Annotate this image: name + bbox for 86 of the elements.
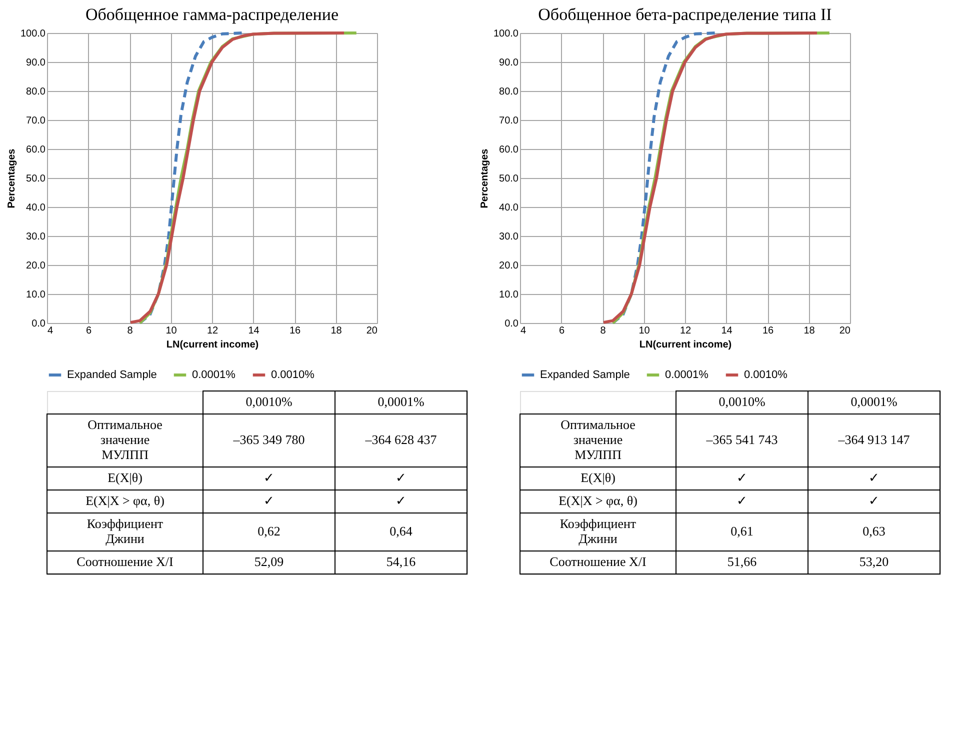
text: Оптимальное значение МУЛПП	[88, 417, 163, 462]
y-tick-label: 10.0	[26, 290, 46, 300]
x-tick-label: 18	[804, 326, 816, 336]
text: –364 913 147	[837, 432, 910, 447]
chart-title: Обобщенное гамма-распределение	[85, 5, 339, 24]
y-tick-label: 40.0	[26, 202, 46, 214]
text: 52,09	[254, 554, 284, 569]
text: Коэффициент Джини	[560, 516, 636, 546]
x-tick-label: 4	[520, 326, 526, 336]
y-axis-title: Percentages	[479, 148, 490, 208]
text: Коэффициент Джини	[86, 516, 164, 546]
text: 54,16	[386, 554, 416, 569]
text: ✓	[264, 470, 274, 485]
x-axis-title: LN(current income)	[639, 340, 732, 350]
y-tick-label: 90.0	[499, 58, 519, 68]
text: 0,0001%	[378, 394, 424, 409]
x-tick-label: 14	[248, 326, 260, 336]
text: ✓	[868, 470, 880, 485]
y-tick-label: 80.0	[26, 86, 46, 98]
text: 0,61	[730, 524, 754, 538]
y-tick-label: 80.0	[499, 86, 519, 98]
text: ✓	[396, 470, 406, 485]
legend-label: 0.0010%	[744, 369, 788, 381]
y-tick-label: 30.0	[26, 232, 46, 242]
x-tick-label: 10	[638, 326, 650, 336]
x-axis-title: LN(current income)	[166, 340, 259, 350]
text: ✓	[868, 493, 880, 508]
x-tick-label: 14	[721, 326, 733, 336]
y-tick-label: 20.0	[499, 260, 519, 272]
x-tick-label: 20	[839, 326, 851, 336]
text: –365 349 780	[232, 432, 305, 447]
x-tick-label: 10	[166, 326, 178, 336]
x-tick-label: 20	[366, 326, 378, 336]
x-tick-label: 6	[558, 326, 565, 336]
text: –364 628 437	[364, 432, 438, 447]
text: ✓	[396, 493, 406, 508]
y-axis-title: Percentages	[6, 148, 18, 208]
y-tick-label: 60.0	[26, 144, 46, 156]
y-tick-label: 20.0	[26, 260, 46, 272]
text: 53,20	[859, 554, 889, 569]
legend-label: 0.0010%	[271, 369, 315, 381]
y-tick-label: 30.0	[499, 232, 519, 242]
text: E(X|θ)	[108, 470, 142, 485]
text: E(X|X > φα, θ)	[86, 493, 164, 508]
x-tick-label: 8	[600, 326, 606, 336]
legend-label: 0.0001%	[665, 369, 709, 381]
y-tick-label: 60.0	[499, 144, 519, 156]
text: 0,63	[862, 524, 886, 538]
text: 0,0010%	[246, 394, 292, 409]
x-tick-label: 4	[48, 326, 54, 336]
text: E(X|X > φα, θ)	[558, 493, 638, 508]
text: ✓	[736, 470, 748, 485]
text: Соотношение X/I	[76, 554, 174, 569]
text: 0,64	[390, 524, 413, 538]
text: E(X|θ)	[580, 470, 616, 485]
y-tick-label: 10.0	[499, 290, 519, 300]
y-tick-label: 70.0	[499, 116, 519, 126]
y-tick-label: 90.0	[26, 58, 46, 68]
text: 0,0010%	[718, 394, 766, 409]
x-tick-label: 6	[86, 326, 92, 336]
y-tick-label: 0.0	[504, 318, 519, 330]
y-tick-label: 50.0	[26, 174, 46, 184]
x-tick-label: 16	[289, 326, 301, 336]
x-tick-label: 18	[330, 326, 342, 336]
y-tick-label: 100.0	[493, 28, 519, 40]
text: ✓	[736, 493, 748, 508]
text: Соотношение X/I	[550, 554, 646, 569]
legend-label: Expanded Sample	[540, 369, 630, 381]
legend-label: Expanded Sample	[67, 369, 157, 381]
text: 0,0001%	[850, 394, 898, 409]
y-tick-label: 70.0	[26, 116, 46, 126]
y-tick-label: 100.0	[20, 28, 46, 40]
chart-title: Обобщенное бета-распределение типа II	[538, 5, 832, 24]
x-tick-label: 8	[127, 326, 134, 336]
y-tick-label: 50.0	[499, 174, 519, 184]
text: ✓	[264, 493, 274, 508]
text: Оптимальное значение МУЛПП	[560, 417, 636, 462]
y-tick-label: 40.0	[499, 202, 519, 214]
legend-label: 0.0001%	[192, 369, 236, 381]
x-tick-label: 12	[680, 326, 692, 336]
x-tick-label: 12	[206, 326, 218, 336]
x-tick-label: 16	[762, 326, 774, 336]
text: 51,66	[727, 554, 758, 569]
y-tick-label: 0.0	[32, 318, 46, 330]
text: 0,62	[258, 524, 280, 538]
text: –365 541 743	[705, 432, 778, 447]
